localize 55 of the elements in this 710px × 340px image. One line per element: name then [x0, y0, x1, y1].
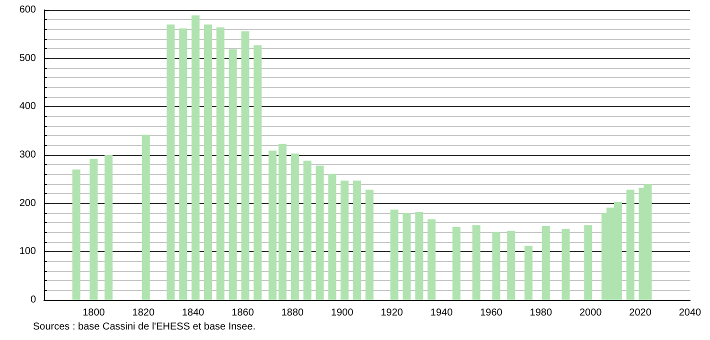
- bar: [402, 213, 411, 300]
- bar: [524, 246, 532, 300]
- bar: [353, 180, 362, 300]
- bar: [584, 225, 592, 300]
- bar: [204, 24, 212, 300]
- x-tick-label: 1940: [430, 308, 454, 318]
- bar: [365, 190, 374, 300]
- bar: [626, 190, 634, 300]
- bar: [542, 226, 550, 300]
- y-tick-label: 0: [30, 294, 36, 306]
- bar: [216, 27, 224, 300]
- bar: [507, 230, 516, 300]
- bar: [303, 160, 312, 300]
- x-tick-label: 1960: [480, 308, 503, 318]
- bar: [472, 225, 480, 300]
- source-note: Sources : base Cassini de l'EHESS et base Insee.: [33, 322, 256, 332]
- bar: [72, 170, 80, 300]
- x-tick-label: 2040: [678, 308, 702, 318]
- bar: [428, 219, 436, 300]
- y-tick-label: 600: [19, 4, 36, 16]
- y-tick-label: 100: [19, 246, 36, 258]
- bar: [192, 15, 200, 300]
- x-tick-label: 1900: [331, 308, 354, 318]
- bar: [492, 232, 500, 300]
- bar: [228, 49, 237, 300]
- bar: [142, 134, 150, 300]
- bar: [415, 212, 424, 300]
- x-tick-label: 1820: [132, 308, 155, 318]
- x-tick-label: 1980: [530, 308, 552, 318]
- x-tick-label: 1840: [182, 308, 205, 318]
- bar: [328, 174, 336, 300]
- x-tick-label: 1880: [281, 308, 304, 318]
- x-tick-label: 1800: [82, 308, 106, 318]
- bar: [104, 155, 113, 300]
- y-tick-label: 500: [19, 52, 36, 64]
- x-tick-label: 1860: [232, 308, 254, 318]
- bar: [316, 166, 324, 300]
- bar: [452, 227, 460, 300]
- y-tick-label: 300: [19, 150, 36, 160]
- y-tick-label: 400: [19, 101, 36, 112]
- y-tick-label: 200: [19, 198, 36, 209]
- bar: [254, 45, 262, 300]
- x-tick-label: 2020: [629, 308, 652, 318]
- bar: [278, 144, 287, 300]
- x-tick-label: 2000: [579, 308, 602, 318]
- bar: [90, 158, 98, 300]
- bar: [562, 228, 570, 300]
- bar: [166, 24, 175, 300]
- x-tick-label: 1920: [380, 308, 404, 318]
- bar: [340, 180, 349, 300]
- bar: [179, 28, 188, 300]
- bar: [290, 154, 299, 300]
- bar: [390, 210, 398, 300]
- bar: [241, 31, 250, 300]
- bar: [268, 150, 277, 300]
